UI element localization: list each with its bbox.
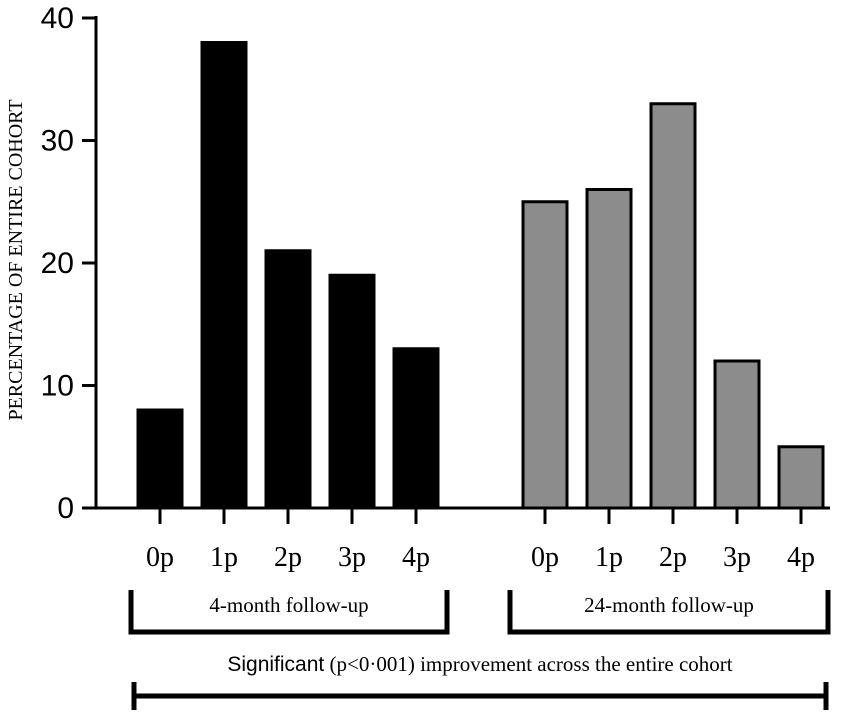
- group-label: 24-month follow-up: [584, 593, 754, 617]
- x-tick-label: 2p: [274, 542, 302, 573]
- y-ticks: 0 10 20 30 40: [41, 2, 96, 525]
- significance-text: Significant (p<0·001) improvement across…: [227, 652, 732, 676]
- x-tick-label: 4p: [402, 542, 430, 573]
- bar: [264, 249, 312, 510]
- x-tick-label: 3p: [338, 542, 366, 573]
- significance-bold: Significant: [227, 653, 324, 676]
- x-ticks: 0p 1p 2p 3p 4p 0p 1p 2p 3p 4p: [146, 508, 815, 573]
- bars: [136, 41, 825, 510]
- x-tick-label: 2p: [659, 542, 687, 573]
- significance-bracket: Significant (p<0·001) improvement across…: [131, 652, 829, 710]
- bar: [392, 347, 440, 510]
- x-tick-label: 3p: [723, 542, 751, 573]
- bar: [585, 188, 633, 510]
- x-tick-label: 0p: [146, 542, 174, 573]
- group-brackets: 4-month follow-up 24-month follow-up: [128, 590, 831, 635]
- bar: [713, 359, 761, 510]
- bar: [777, 445, 825, 510]
- group-bracket: [507, 590, 831, 635]
- group-label: 4-month follow-up: [209, 593, 368, 617]
- bar: [521, 200, 569, 510]
- group-bracket: [128, 590, 450, 635]
- x-tick-label: 0p: [531, 542, 559, 573]
- y-tick-label: 30: [41, 125, 74, 158]
- y-tick-label: 0: [57, 492, 74, 525]
- y-tick-label: 40: [41, 2, 74, 35]
- significance-rest: (p<0·001) improvement across the entire …: [324, 652, 733, 676]
- x-tick-label: 4p: [787, 542, 815, 573]
- bar: [136, 408, 184, 510]
- y-tick-label: 10: [41, 370, 74, 403]
- x-tick-label: 1p: [210, 542, 238, 573]
- x-tick-label: 1p: [595, 542, 623, 573]
- bar: [328, 273, 376, 510]
- y-axis-label: PERCENTAGE OF ENTIRE COHORT: [5, 99, 27, 420]
- bar: [200, 41, 248, 510]
- y-tick-label: 20: [41, 247, 74, 280]
- bar: [649, 102, 697, 510]
